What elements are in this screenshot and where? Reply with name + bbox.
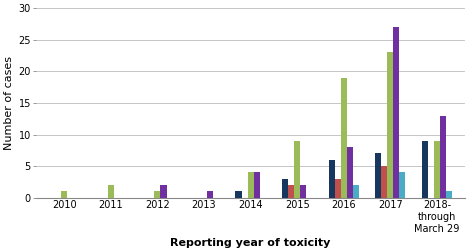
Bar xyxy=(440,116,446,198)
Bar xyxy=(154,191,160,198)
Bar xyxy=(61,191,68,198)
Bar xyxy=(294,141,300,198)
Bar xyxy=(434,141,440,198)
Bar xyxy=(422,141,428,198)
Bar xyxy=(387,52,393,198)
Bar xyxy=(381,166,387,198)
Bar xyxy=(300,185,306,198)
Bar xyxy=(248,172,254,198)
X-axis label: Reporting year of toxicity: Reporting year of toxicity xyxy=(170,238,331,248)
Bar xyxy=(160,185,166,198)
Bar xyxy=(329,160,335,198)
Bar xyxy=(393,27,400,198)
Bar xyxy=(108,185,114,198)
Bar xyxy=(282,179,288,198)
Bar xyxy=(288,185,294,198)
Y-axis label: Number of cases: Number of cases xyxy=(4,56,14,150)
Bar xyxy=(254,172,260,198)
Bar xyxy=(446,191,452,198)
Bar xyxy=(235,191,242,198)
Bar xyxy=(347,147,353,198)
Bar xyxy=(400,172,406,198)
Bar xyxy=(375,153,381,198)
Bar xyxy=(335,179,340,198)
Bar xyxy=(340,78,347,198)
Bar xyxy=(353,185,359,198)
Bar xyxy=(207,191,213,198)
